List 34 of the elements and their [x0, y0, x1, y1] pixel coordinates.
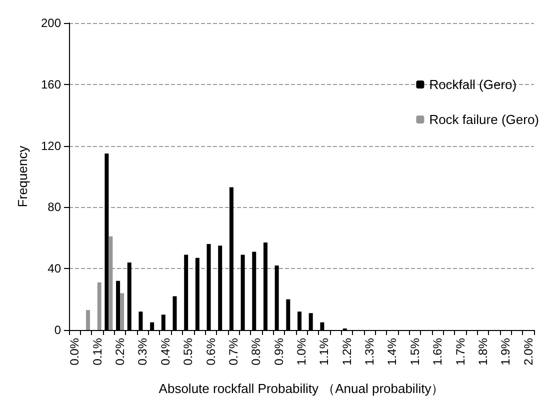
bar [86, 310, 90, 330]
x-tick-label: 1.5% [408, 338, 422, 366]
y-tick-label: 200 [40, 16, 62, 30]
x-tick-label: 0.3% [136, 338, 150, 366]
y-tick-label: 40 [48, 262, 62, 276]
x-tick-label: 1.0% [294, 338, 308, 366]
x-tick-label: 1.3% [362, 338, 377, 366]
y-tick-label: 80 [48, 200, 62, 214]
legend-label: Rockfall (Gero) [429, 77, 517, 92]
x-tick-label: 2.0% [521, 338, 536, 366]
x-tick-label: 1.7% [453, 338, 468, 366]
x-tick-label: 1.6% [430, 338, 445, 366]
x-tick-label: 0.5% [181, 338, 196, 366]
legend-label: Rock failure (Gero) [429, 112, 540, 127]
x-tick-label: 0.8% [249, 338, 264, 366]
x-tick-label: 0.6% [204, 338, 218, 366]
x-tick-label: 0.4% [158, 338, 172, 366]
x-tick-label: 0.1% [90, 338, 104, 366]
y-tick-label: 120 [40, 138, 62, 153]
x-tick-label: 1.8% [476, 338, 490, 366]
bar [97, 282, 102, 330]
x-tick-label: 0.7% [226, 338, 240, 366]
x-tick-label: 1.4% [385, 338, 400, 366]
x-tick-label: 0.0% [68, 338, 82, 366]
y-tick-label: 0 [54, 323, 62, 337]
x-tick-label: 0.9% [272, 338, 286, 366]
x-tick-label: 0.2% [113, 338, 128, 366]
x-axis-title: Absolute rockfall Probability （Anual probability） [158, 381, 444, 396]
x-tick-label: 1.2% [340, 338, 354, 366]
y-axis-title: Frequency [15, 145, 30, 208]
bar [120, 293, 124, 330]
y-tick-label: 160 [40, 77, 62, 92]
x-tick-label: 1.9% [498, 338, 513, 366]
x-tick-label: 1.1% [317, 338, 332, 366]
